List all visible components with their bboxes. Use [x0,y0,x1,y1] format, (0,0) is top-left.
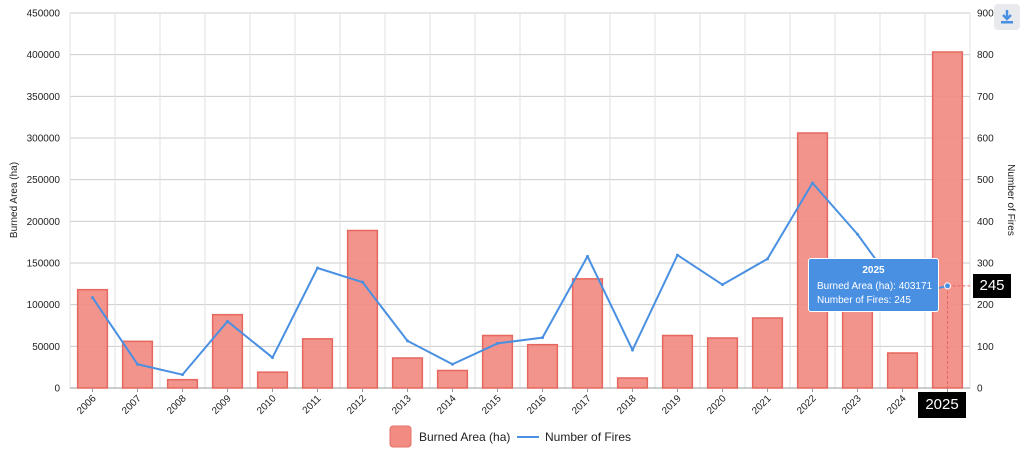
point-2006 [91,296,94,300]
point-2010 [271,356,274,360]
download-icon [1001,10,1013,24]
x-tick-label: 2011 [301,393,324,416]
crosshair-x-label: 2025 [918,392,966,418]
point-2013 [406,339,409,343]
right-tick-label: 500 [977,175,994,186]
bar-2008 [166,378,199,389]
left-tick-label: 300000 [27,134,61,145]
bar-2017 [571,278,604,389]
legend-swatch-burned-area [389,425,412,448]
bar-2012 [346,229,379,389]
left-tick-label: 0 [54,384,60,395]
x-tick-label: 2013 [390,393,414,417]
bar-2019 [661,334,694,389]
bar-2016 [526,343,559,389]
x-tick-label: 2012 [345,393,369,417]
x-tick-label: 2017 [570,393,594,417]
x-tick-label: 2023 [840,393,864,417]
point-2008 [181,373,184,377]
left-tick-label: 450000 [27,9,61,20]
point-2023 [856,232,859,236]
left-tick-label: 400000 [27,50,61,61]
line-number-of-fires [91,182,948,376]
point-2009 [226,319,229,323]
x-tick-label: 2016 [525,393,549,417]
x-tick-label: 2020 [705,393,729,417]
bar-2009 [211,313,244,389]
left-tick-label: 350000 [27,92,61,103]
legend: Burned Area (ha) Number of Fires [389,425,631,448]
x-tick-label: 2014 [435,393,459,417]
left-tick-label: 250000 [27,175,61,186]
x-tick-label: 2015 [480,393,504,417]
left-tick-label: 100000 [27,300,61,311]
bar-2006 [76,288,109,389]
point-2020 [721,283,724,287]
point-2014 [451,362,454,366]
left-axis-ticks: 0 50000 100000 150000 200000 250000 300000 3500… [27,9,61,395]
download-button[interactable] [994,4,1020,30]
bar-2014 [436,369,469,389]
bar-2024 [886,352,919,389]
x-tick-label: 2019 [660,393,684,417]
crosshair [944,282,970,388]
right-tick-label: 100 [977,342,994,353]
point-2022 [811,181,814,185]
left-tick-label: 50000 [32,342,60,353]
x-tick-label: 2018 [615,393,639,417]
x-tick-label: 2021 [750,393,774,417]
chart-tooltip: 2025 Burned Area (ha): 403171 Number of … [808,258,939,312]
right-tick-label: 700 [977,92,994,103]
bar-2010 [256,371,289,389]
point-2007 [136,362,139,366]
x-tick-label: 2009 [210,393,234,417]
right-tick-label: 800 [977,50,994,61]
point-2017 [586,254,589,258]
bar-2020 [706,337,739,389]
point-2011 [316,266,319,270]
bar-2021 [751,317,784,389]
legend-label-number-of-fires: Number of Fires [545,430,631,444]
x-axis-ticks: 2006 2007 2008 2009 2010 2011 2012 2013 2014 2015… [75,388,954,417]
crosshair-y-label: 245 [973,274,1011,298]
bar-2018 [616,377,649,389]
x-tick-label: 2024 [885,393,909,417]
right-tick-label: 400 [977,217,994,228]
right-tick-label: 300 [977,259,994,270]
bar-2011 [301,338,334,389]
point-2019 [676,253,679,257]
point-2016 [541,336,544,340]
x-tick-label: 2006 [75,393,99,417]
tooltip-title: 2025 [862,265,885,276]
tooltip-number-of-fires: Number of Fires: 245 [817,295,911,306]
point-2012 [361,280,364,284]
x-tick-label: 2008 [165,393,189,417]
right-axis-title: Number of Fires [1005,164,1016,236]
crosshair-point [944,282,951,290]
bar-2013 [391,357,424,389]
legend-item-burned-area[interactable]: Burned Area (ha) [389,425,510,448]
tooltip-burned-area: Burned Area (ha): 403171 [817,281,933,292]
x-tick-label: 2010 [255,393,279,417]
legend-label-burned-area: Burned Area (ha) [419,430,510,444]
legend-item-number-of-fires[interactable]: Number of Fires [517,430,631,444]
right-tick-label: 900 [977,9,994,20]
point-2018 [631,348,634,352]
right-tick-label: 0 [977,384,983,395]
point-2015 [496,341,499,345]
left-axis-title: Burned Area (ha) [9,162,20,238]
left-tick-label: 200000 [27,217,61,228]
right-tick-label: 200 [977,300,994,311]
grid [69,12,971,389]
right-axis-ticks: 0 100 200 300 400 500 600 700 800 900 [977,9,994,395]
left-tick-label: 150000 [27,259,61,270]
x-tick-label: 2007 [120,393,144,417]
right-tick-label: 600 [977,134,994,145]
point-2021 [766,257,769,261]
x-tick-label: 2022 [795,393,819,417]
